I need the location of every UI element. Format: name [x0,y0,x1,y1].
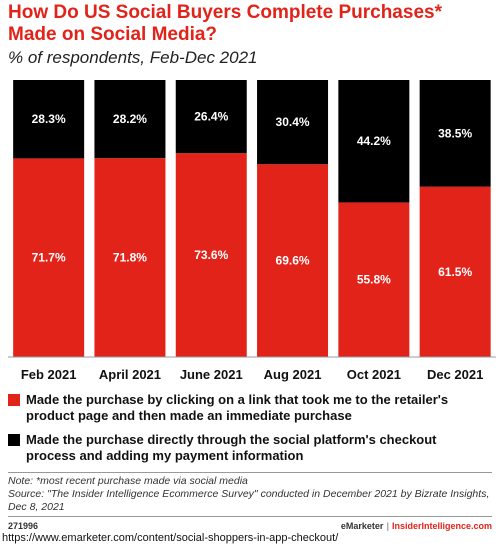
x-tick-label: Dec 2021 [427,367,483,382]
chart-title: How Do US Social Buyers Complete Purchas… [8,2,442,45]
data-label: 73.6% [194,248,228,262]
bar-segment-link-purchase [338,202,410,357]
data-label: 30.4% [276,115,310,129]
bar-segment-link-purchase [94,158,166,357]
bar-segment-in-app-checkout [94,80,166,159]
bar-segment-in-app-checkout [257,80,329,165]
stacked-bar-chart: 71.7% 28.3% Feb 2021 71.8% 28.2% April 2021 73… [8,80,496,382]
data-label: 28.2% [113,112,147,126]
data-label: 44.2% [357,134,391,148]
source-url[interactable]: https://www.emarketer.com/content/social… [2,532,339,544]
x-tick-label: June 2021 [180,367,243,382]
legend-swatch-red [8,394,20,406]
divider [8,516,492,517]
legend-label: Made the purchase by clicking on a link … [26,392,449,423]
divider [8,472,492,473]
legend-swatch-black [8,434,20,446]
bar-segment-link-purchase [419,186,491,357]
notes: Note: *most recent purchase made via soc… [8,475,492,514]
bar-segment-link-purchase [257,164,329,357]
data-label: 28.3% [32,112,66,126]
data-label: 69.6% [276,254,310,268]
bar-segment-in-app-checkout [419,80,491,187]
bar-segment-in-app-checkout [338,80,410,203]
x-tick-label: Oct 2021 [347,367,401,382]
brand-separator: | [386,521,389,531]
data-label: 38.5% [438,126,472,140]
source-text: Source: "The Insider Intelligence Ecomme… [8,488,490,513]
brand-insider-intelligence[interactable]: InsiderIntelligence.com [391,521,492,531]
legend-item-in-app-checkout: Made the purchase directly through the s… [8,432,488,464]
bar-segment-link-purchase [13,158,85,357]
note-text: Note: *most recent purchase made via soc… [8,475,248,487]
x-tick-label: Aug 2021 [264,367,322,382]
x-tick-label: April 2021 [99,367,161,382]
data-label: 71.7% [32,251,66,265]
data-label: 55.8% [357,273,391,287]
chart-subtitle: % of respondents, Feb-Dec 2021 [8,48,258,67]
chart-id: 271996 [8,521,39,531]
data-label: 71.8% [113,251,147,265]
legend-label: Made the purchase directly through the s… [26,432,437,463]
x-tick-label: Feb 2021 [21,367,77,382]
bar-segment-link-purchase [175,153,247,357]
data-label: 61.5% [438,265,472,279]
data-label: 26.4% [194,110,228,124]
brand-footer: eMarketer | InsiderIntelligence.com [341,521,492,531]
legend-item-link-purchase: Made the purchase by clicking on a link … [8,392,488,424]
bar-segment-in-app-checkout [175,80,247,154]
bar-segment-in-app-checkout [13,80,85,159]
brand-emarketer: eMarketer [340,521,384,531]
